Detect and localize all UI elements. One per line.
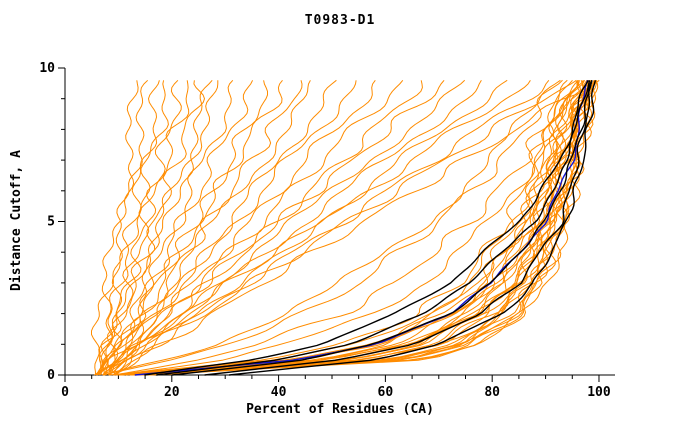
model-curve-server-models: [148, 79, 600, 376]
model-curve-server-models: [116, 80, 580, 376]
x-tick-label: 40: [271, 385, 287, 400]
x-tick-label: 0: [61, 385, 69, 400]
model-curve-server-models: [106, 79, 182, 376]
chart-title: T0983-D1: [304, 13, 376, 28]
y-tick-label: 0: [47, 368, 55, 383]
model-curve-server-models: [129, 80, 589, 376]
y-tick-label: 10: [39, 61, 55, 76]
x-tick-label: 100: [587, 385, 611, 400]
model-curve-server-models: [113, 80, 423, 376]
model-curve-best-models: [229, 80, 597, 376]
x-tick-label: 20: [164, 385, 180, 400]
model-curve-server-models: [110, 79, 213, 376]
x-axis-label: Percent of Residues (CA): [246, 402, 434, 417]
model-curve-server-models: [115, 79, 573, 376]
model-curve-server-models: [108, 79, 550, 376]
model-curve-server-models: [136, 80, 591, 376]
model-curve-best-models: [172, 80, 593, 376]
model-curve-server-models: [103, 79, 563, 376]
model-curve-server-models: [98, 80, 160, 376]
model-curve-server-models: [109, 80, 376, 376]
model-curve-server-models: [96, 80, 357, 376]
model-curve-server-models: [135, 80, 590, 376]
model-curve-server-models: [102, 80, 311, 376]
model-curve-server-models: [119, 80, 579, 376]
model-curve-server-models: [102, 80, 482, 376]
model-curve-server-models: [119, 80, 586, 376]
model-curve-server-models: [91, 79, 149, 376]
model-curve-server-models: [115, 79, 508, 376]
model-curve-server-models: [113, 79, 568, 376]
model-curve-server-models: [112, 80, 598, 376]
model-curve-server-models: [102, 80, 205, 376]
model-curve-server-models: [102, 79, 577, 376]
model-curve-server-models: [107, 79, 234, 376]
model-curve-server-models: [108, 80, 580, 376]
model-curve-best-models: [144, 79, 590, 376]
model-curve-server-models: [113, 80, 268, 376]
model-curve-server-models: [100, 79, 283, 376]
model-curve-server-models: [104, 80, 303, 376]
model-curve-best-models: [156, 80, 591, 376]
x-tick-label: 60: [378, 385, 394, 400]
x-tick-label: 80: [484, 385, 500, 400]
model-curve-server-models: [97, 80, 254, 376]
model-curve-server-models: [119, 79, 579, 376]
y-tick-label: 5: [47, 215, 55, 230]
model-curve-best-models: [204, 79, 593, 376]
model-curve-server-models: [103, 79, 466, 376]
model-curve-server-models: [93, 80, 531, 376]
model-curve-server-models: [96, 80, 219, 376]
model-curve-server-models: [96, 80, 139, 376]
model-curve-server-models: [100, 79, 445, 376]
model-curve-server-models: [95, 80, 190, 376]
model-curve-server-models: [113, 79, 337, 376]
model-curve-server-models: [148, 80, 599, 376]
model-curve-server-models: [125, 79, 585, 376]
model-curve-server-models: [103, 79, 561, 376]
model-curve-server-models: [96, 80, 169, 376]
